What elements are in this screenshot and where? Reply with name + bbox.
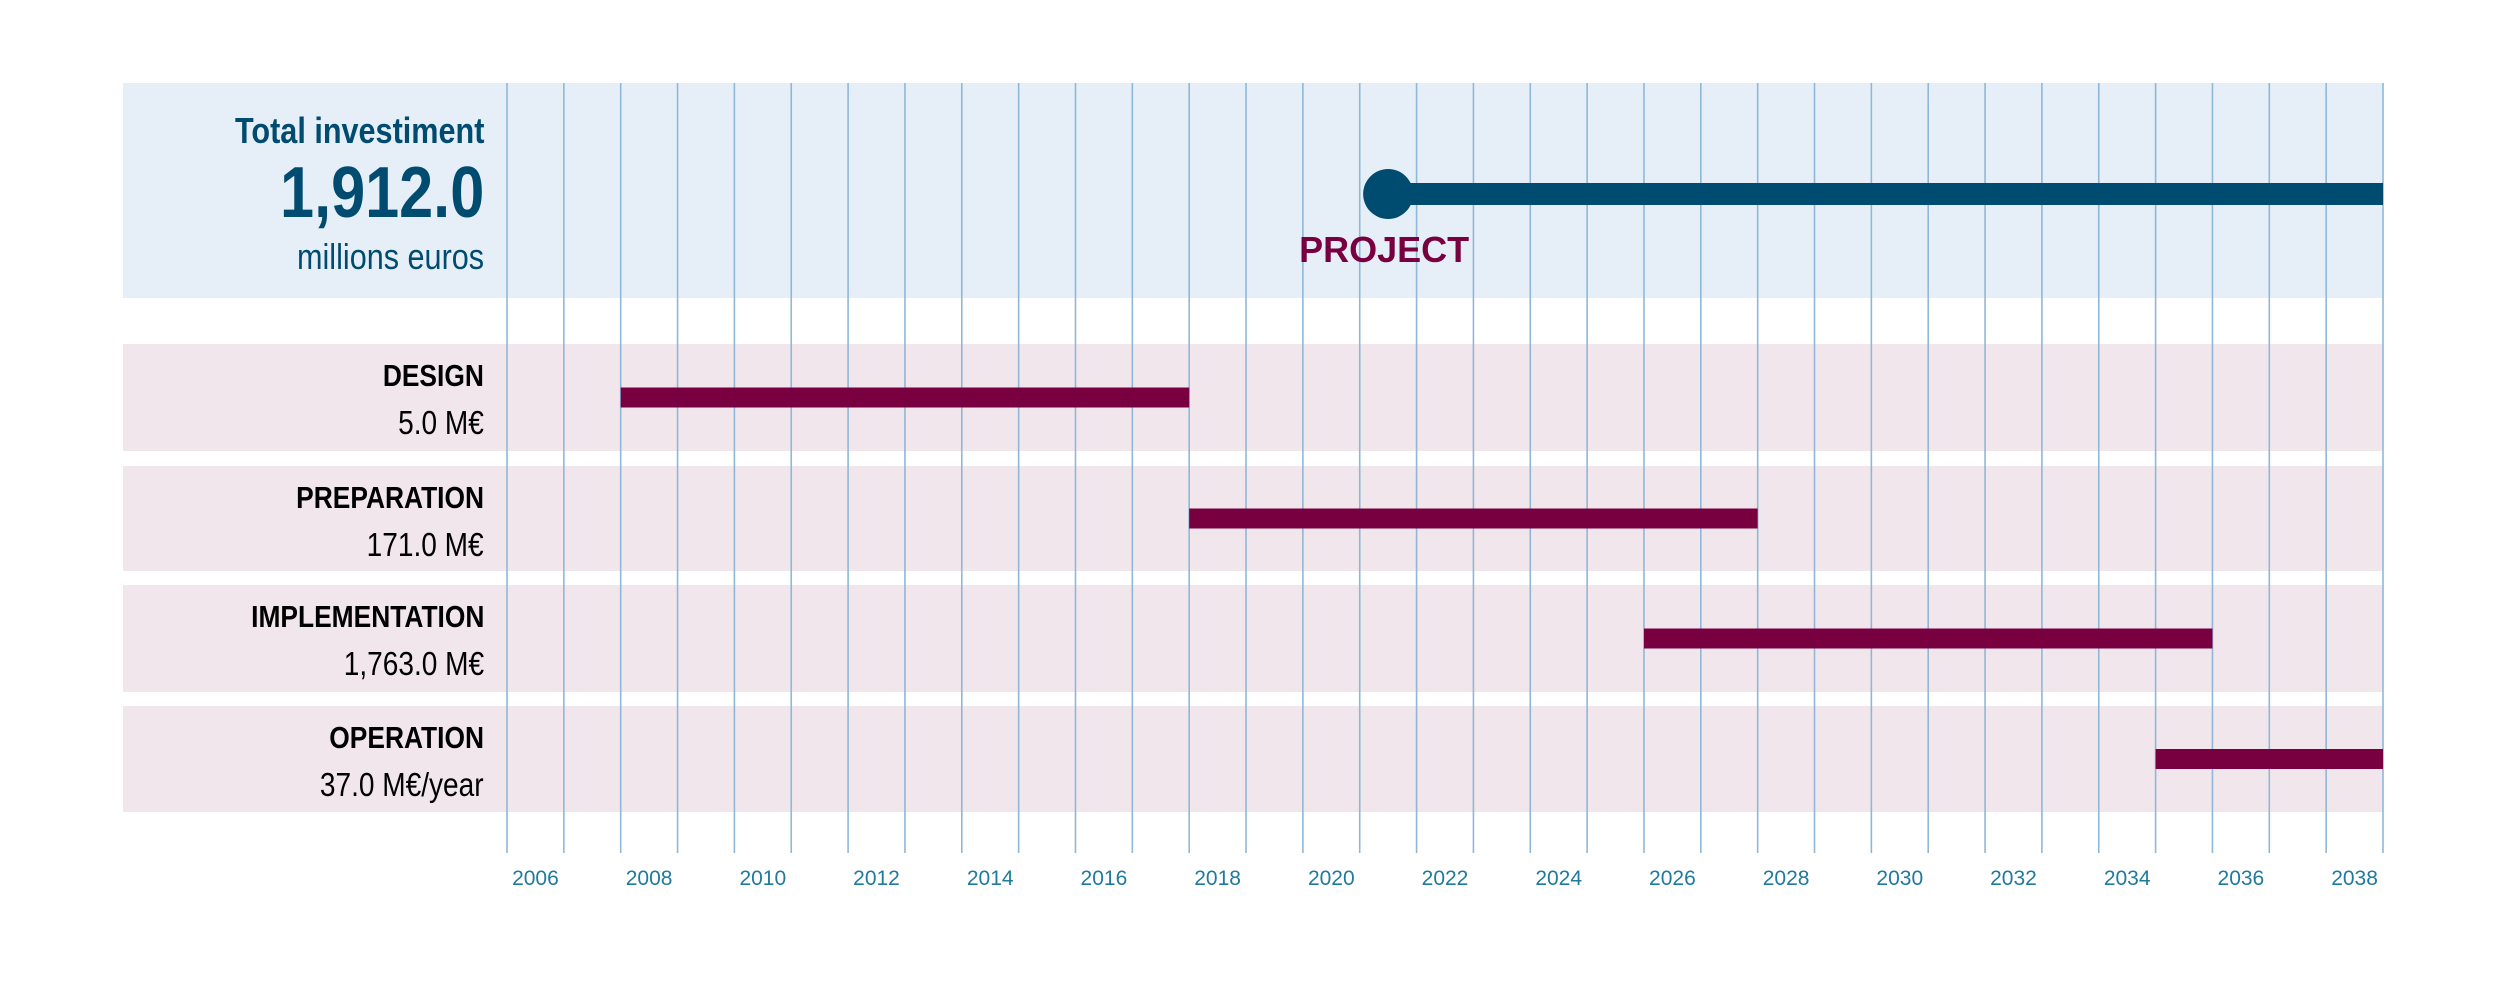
phase-cost: 171.0 M€ [346, 526, 484, 564]
phase-name-text: IMPLEMENTATION [250, 599, 484, 634]
phase-band [123, 706, 2383, 812]
x-tick-label: 2028 [1763, 867, 1810, 890]
x-tick-label: 2014 [967, 867, 1014, 890]
project-label: PROJECT [1299, 229, 1469, 270]
x-tick-label: 2030 [1876, 867, 1923, 890]
x-tick-label: 2032 [1990, 867, 2037, 890]
phase-cost-text: 5.0 M€ [398, 404, 484, 441]
total-investment-value: 1,912.0 [279, 153, 484, 233]
x-tick-label: 2018 [1194, 867, 1241, 890]
phase-bar-preparation [1189, 508, 1758, 529]
x-tick-label: 2022 [1422, 867, 1469, 890]
x-tick-label: 2012 [853, 867, 900, 890]
phase-bar-operation [2155, 749, 2383, 769]
phase-cost: 37.0 M€/year [291, 766, 484, 804]
x-tick-label: 2038 [2331, 867, 2378, 890]
x-tick-label: 2026 [1649, 867, 1696, 890]
phase-cost-text: 1,763.0 M€ [343, 645, 484, 682]
x-tick-label: 2006 [512, 867, 559, 890]
phase-cost: 1,763.0 M€ [319, 645, 484, 683]
phase-cost-text: 37.0 M€/year [320, 766, 484, 803]
phase-name: IMPLEMENTATION [210, 599, 484, 635]
phase-cost-text: 171.0 M€ [367, 526, 484, 563]
x-tick-label: 2010 [739, 867, 786, 890]
phase-band [123, 344, 2383, 451]
phase-bar-design [620, 387, 1190, 408]
phase-name: DESIGN [365, 358, 484, 394]
phase-name: PREPARATION [263, 480, 484, 516]
x-tick-label: 2034 [2104, 867, 2151, 890]
project-start-marker [1363, 169, 1414, 219]
project-bar [1388, 183, 2383, 205]
phase-name: OPERATION [302, 720, 484, 756]
x-tick-label: 2024 [1535, 867, 1582, 890]
x-tick-label: 2036 [2218, 867, 2265, 890]
phase-bar-implementation [1643, 628, 2213, 649]
phase-name-text: PREPARATION [296, 480, 484, 515]
total-investment-unit: millions euros [296, 236, 484, 277]
phase-cost: 5.0 M€ [383, 404, 484, 442]
x-tick-label: 2008 [626, 867, 673, 890]
phase-name-text: OPERATION [329, 720, 484, 755]
x-tick-label: 2020 [1308, 867, 1355, 890]
total-investment-title: Total investiment [234, 110, 484, 151]
phase-name-text: DESIGN [382, 358, 484, 393]
x-tick-label: 2016 [1081, 867, 1128, 890]
